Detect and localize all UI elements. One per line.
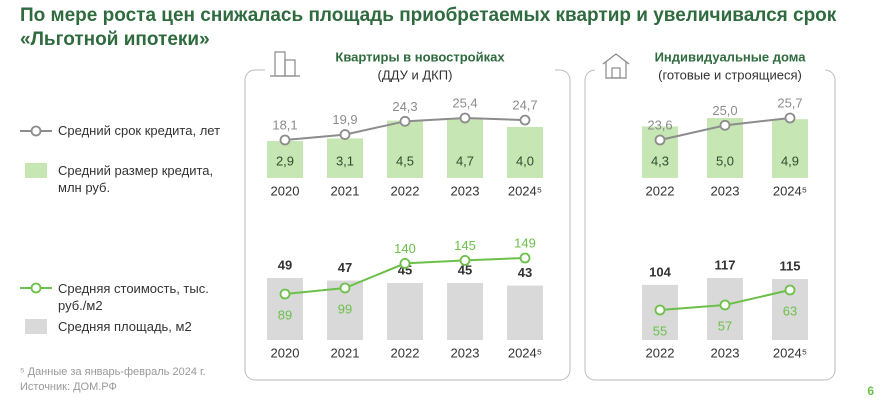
bar-label: 115 <box>780 258 801 273</box>
x-tick-label: 2022 <box>646 183 675 198</box>
bar <box>772 119 808 178</box>
header-bg <box>595 45 825 87</box>
x-tick-label: 2023 <box>451 183 480 198</box>
line-label: 55 <box>653 323 667 338</box>
bar-label: 104 <box>649 264 671 279</box>
legend-label: Средний размер кредита, млн руб. <box>58 163 214 195</box>
footnote: ⁵ Данные за январь-февраль 2024 г. <box>20 366 206 378</box>
x-tick-label: 2023 <box>451 345 480 360</box>
bar-label: 49 <box>278 257 292 272</box>
bar-label: 4,3 <box>651 153 669 168</box>
x-tick-label: 2024⁵ <box>508 345 542 360</box>
line-label: 24,7 <box>512 98 537 113</box>
legend-marker <box>30 282 42 294</box>
line-label: 25,7 <box>777 95 802 110</box>
line-point <box>784 112 796 124</box>
bar-label: 3,1 <box>336 153 354 168</box>
bar <box>387 283 423 340</box>
line-label: 23,6 <box>647 117 672 132</box>
bar <box>267 278 303 340</box>
line-label: 140 <box>394 241 416 256</box>
bar-label: 43 <box>518 265 532 280</box>
bar <box>267 140 303 178</box>
line-label: 57 <box>718 318 732 333</box>
legend-marker <box>30 125 42 137</box>
x-tick-label: 2022 <box>391 183 420 198</box>
page-number: 6 <box>867 384 874 398</box>
line-point <box>279 288 291 300</box>
x-tick-label: 2022 <box>391 345 420 360</box>
line-label: 25,4 <box>452 95 477 110</box>
line-label: 18,1 <box>272 117 297 132</box>
bar-label: 117 <box>715 257 736 272</box>
line-label: 19,9 <box>332 112 357 127</box>
line-label: 145 <box>454 238 476 253</box>
x-tick-label: 2023 <box>711 183 740 198</box>
bar-label: 4,7 <box>456 153 474 168</box>
title: По мере роста цен снижалась площадь прио… <box>20 5 837 50</box>
line-point <box>654 134 666 146</box>
line-point <box>719 119 731 131</box>
legend-label: Средняя стоимость, тыс. руб./м2 <box>58 281 209 313</box>
line-label: 25,0 <box>712 103 737 118</box>
bar <box>327 138 363 178</box>
line-point <box>459 112 471 124</box>
line-label: 89 <box>278 307 292 322</box>
panel-title: Индивидуальные дома <box>655 49 807 64</box>
line-point <box>399 257 411 269</box>
line-point <box>339 129 351 140</box>
header-bg <box>265 45 555 87</box>
legend-marker <box>25 163 47 178</box>
bar <box>447 283 483 340</box>
line-point <box>339 282 351 294</box>
x-tick-label: 2020 <box>271 345 300 360</box>
bar-label: 47 <box>338 260 352 275</box>
bar <box>387 120 423 178</box>
bar-label: 2,9 <box>276 153 294 168</box>
line-point <box>654 304 666 316</box>
line-point <box>519 114 531 126</box>
bar-label: 4,9 <box>781 153 799 168</box>
line-point <box>459 254 471 266</box>
house-icon <box>602 53 630 79</box>
bar-label: 4,0 <box>516 153 534 168</box>
bar-label: 4,5 <box>396 153 414 168</box>
x-tick-label: 2020 <box>271 183 300 198</box>
x-tick-label: 2021 <box>331 345 360 360</box>
line-point <box>719 299 731 311</box>
source: Источник: ДОМ.РФ <box>20 381 117 393</box>
x-tick-label: 2024⁵ <box>773 183 807 198</box>
line-label: 99 <box>338 301 352 316</box>
bar <box>642 126 678 178</box>
bar <box>507 285 543 340</box>
bar <box>447 118 483 178</box>
line-point <box>399 115 411 127</box>
line-point <box>784 284 796 296</box>
x-tick-label: 2023 <box>711 345 740 360</box>
x-tick-label: 2022 <box>646 345 675 360</box>
bar <box>507 126 543 178</box>
panel-subtitle: (готовые и строящиеся) <box>658 67 802 82</box>
legend-label: Средняя площадь, м2 <box>58 319 192 334</box>
x-tick-label: 2024⁵ <box>773 345 807 360</box>
legend-label: Средний срок кредита, лет <box>58 123 221 138</box>
building-icon <box>270 51 300 77</box>
panel-subtitle: (ДДУ и ДКП) <box>378 67 453 82</box>
x-tick-label: 2024⁵ <box>508 183 542 198</box>
bar-label: 5,0 <box>716 153 734 168</box>
line-label: 149 <box>514 235 536 250</box>
line-point <box>279 134 291 146</box>
x-tick-label: 2021 <box>331 183 360 198</box>
bar-label: 45 <box>458 262 472 277</box>
line-point <box>519 252 531 264</box>
line-label: 24,3 <box>392 99 417 114</box>
line-label: 63 <box>783 303 797 318</box>
legend-marker <box>25 319 47 334</box>
panel-title: Квартиры в новостройках <box>335 49 505 64</box>
